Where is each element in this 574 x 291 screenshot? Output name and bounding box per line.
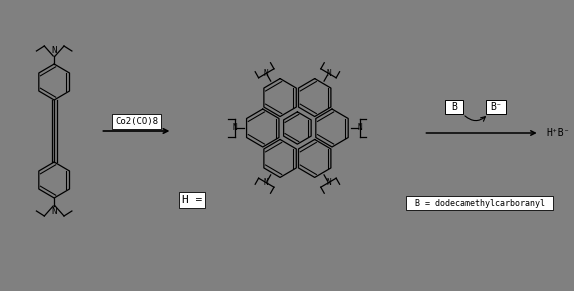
- Text: Co2(CO)8: Co2(CO)8: [115, 117, 158, 126]
- Text: B⁻: B⁻: [490, 102, 502, 112]
- FancyBboxPatch shape: [445, 100, 463, 114]
- Text: B = dodecamethylcarboranyl: B = dodecamethylcarboranyl: [414, 198, 545, 207]
- Text: N: N: [326, 69, 331, 78]
- Text: N: N: [52, 207, 57, 216]
- Text: H =: H =: [182, 195, 203, 205]
- Text: N: N: [264, 69, 269, 78]
- Text: N: N: [264, 178, 269, 187]
- Text: N: N: [326, 178, 331, 187]
- Text: B: B: [451, 102, 457, 112]
- Text: N: N: [357, 123, 362, 132]
- Text: N: N: [52, 46, 57, 55]
- Text: N: N: [233, 123, 238, 132]
- FancyBboxPatch shape: [406, 196, 553, 210]
- FancyBboxPatch shape: [486, 100, 506, 114]
- Text: H⁺B⁻: H⁺B⁻: [546, 128, 570, 138]
